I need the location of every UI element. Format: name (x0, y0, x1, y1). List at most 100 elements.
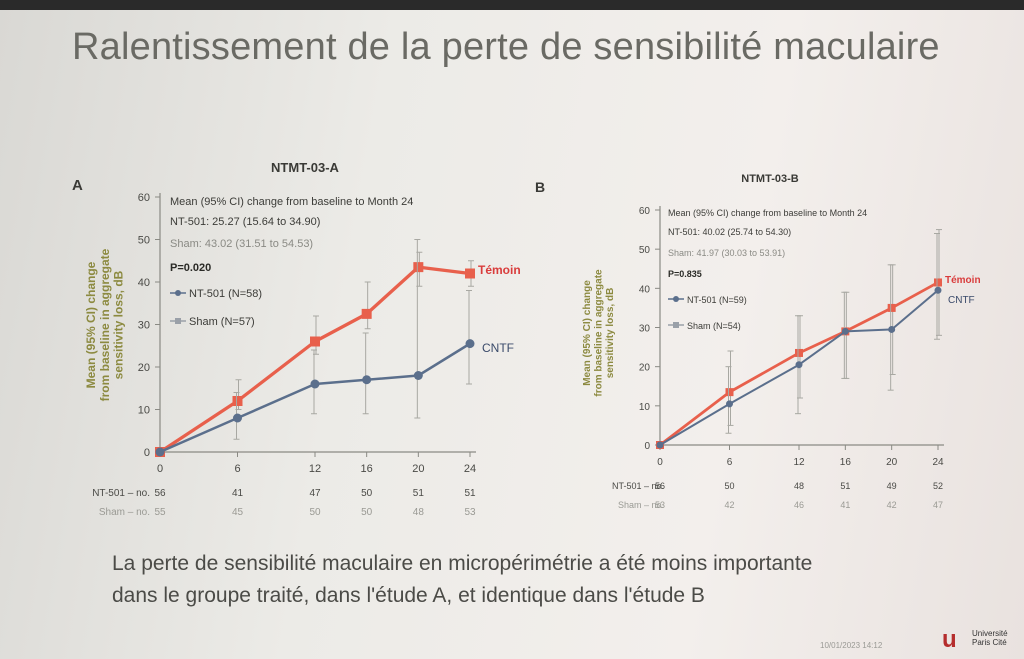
legend-label-nt501: NT-501 (N=58) (189, 288, 262, 300)
risk-table-cell-nt501: 48 (794, 481, 804, 491)
data-point-sham (887, 303, 896, 312)
y-tick-label: 50 (639, 245, 651, 256)
risk-table-cell-nt501: 41 (232, 488, 244, 499)
y-axis-label-line: from baseline in aggregate (594, 269, 605, 397)
chart-title: NTMT-03-B (741, 173, 799, 185)
x-tick-label: 24 (464, 463, 476, 475)
x-tick-label: 20 (412, 463, 424, 475)
annotation-header: Mean (95% CI) change from baseline to Mo… (170, 196, 413, 208)
y-axis-label-line: from baseline in aggregate (98, 248, 112, 401)
y-tick-label: 30 (639, 324, 651, 335)
annotation-header: Mean (95% CI) change from baseline to Mo… (668, 208, 867, 218)
y-tick-label: 10 (639, 402, 651, 413)
series-line-nt501 (159, 342, 471, 454)
risk-table-label-nt501: NT-501 – no. (612, 481, 664, 491)
data-point-sham (934, 278, 942, 287)
legend-label-sham: Sham (N=57) (189, 316, 255, 328)
risk-table-cell-sham: 50 (309, 507, 321, 518)
risk-table-cell-nt501: 56 (655, 481, 665, 491)
x-tick-label: 16 (361, 463, 373, 475)
series-line-sham (659, 281, 939, 447)
series-line-sham (159, 265, 471, 454)
charts-area: NTMT-03-A A Mean (95% CI) changefrom basel… (72, 160, 981, 518)
risk-table-cell-sham: 45 (232, 507, 244, 518)
risk-table-cell-sham: 50 (361, 507, 373, 518)
caption-line-2: dans le groupe traité, dans l'étude A, e… (112, 584, 705, 607)
y-tick-label: 60 (639, 206, 651, 217)
risk-table-cell-nt501: 56 (154, 488, 166, 499)
slide-title: Ralentissement de la perte de sensibilit… (72, 26, 940, 68)
risk-table-cell-sham: 41 (840, 500, 850, 510)
panel-letter: B (535, 179, 545, 195)
y-tick-label: 20 (138, 362, 150, 374)
y-tick-label: 60 (138, 192, 150, 204)
data-point-nt501 (233, 413, 242, 423)
footer-date: 10/01/2023 14:12 (820, 641, 883, 650)
annotation-nt501: NT-501: 25.27 (15.64 to 34.90) (170, 216, 320, 228)
chart-panel-b: NTMT-03-B B Mean (95% CI) changefrom basel… (535, 173, 981, 510)
data-point-nt501 (795, 361, 803, 369)
data-point-sham (361, 308, 372, 319)
y-tick-label: 40 (138, 277, 150, 289)
x-tick-label: 12 (793, 457, 805, 468)
cntf-label: CNTF (482, 341, 514, 355)
data-point-nt501 (888, 325, 896, 333)
risk-table-cell-sham: 48 (413, 507, 425, 518)
legend-label-nt501: NT-501 (N=59) (687, 295, 747, 305)
y-tick-label: 30 (138, 320, 150, 332)
risk-table-label-sham: Sham – no. (99, 507, 150, 518)
slide-caption: La perte de sensibilité maculaire en mic… (112, 548, 932, 612)
data-point-sham (232, 396, 243, 406)
risk-table-cell-sham: 42 (887, 500, 897, 510)
risk-table-cell-sham: 47 (933, 500, 943, 510)
x-tick-label: 0 (157, 463, 163, 475)
logo-name: Université Paris Cité (972, 629, 1008, 647)
screen-top-edge (0, 0, 1024, 10)
risk-table-cell-sham: 46 (794, 500, 804, 510)
annotation-sham: Sham: 43.02 (31.51 to 54.53) (170, 238, 313, 250)
annotation-sham: Sham: 41.97 (30.03 to 53.91) (668, 248, 785, 258)
data-point-sham (725, 388, 734, 397)
y-tick-label: 0 (644, 441, 650, 452)
risk-table-cell-nt501: 52 (933, 481, 943, 491)
data-point-nt501 (656, 441, 664, 449)
risk-table-cell-nt501: 50 (724, 481, 734, 491)
logo-mark-icon: u (942, 626, 957, 653)
data-point-nt501 (934, 286, 942, 294)
risk-table-cell-nt501: 51 (413, 488, 425, 499)
y-tick-label: 10 (138, 405, 150, 417)
x-tick-label: 16 (840, 457, 852, 468)
y-axis-label: Mean (95% CI) changefrom baseline in agg… (84, 248, 126, 401)
y-tick-label: 20 (639, 363, 651, 374)
legend-marker-nt501 (175, 290, 181, 296)
y-axis-label-line: sensitivity loss, dB (112, 270, 126, 379)
panel-letter: A (72, 177, 83, 194)
risk-table-cell-sham: 53 (464, 507, 476, 518)
x-tick-label: 20 (886, 457, 898, 468)
y-tick-label: 0 (144, 447, 150, 459)
risk-table-cell-sham: 42 (724, 500, 734, 510)
risk-table-cell-sham: 53 (655, 500, 665, 510)
chart-title: NTMT-03-A (271, 160, 340, 175)
risk-table-cell-nt501: 51 (840, 481, 850, 491)
data-point-nt501 (155, 447, 165, 457)
legend-marker-nt501 (673, 296, 679, 302)
data-point-nt501 (726, 400, 733, 408)
x-tick-label: 6 (234, 463, 240, 475)
data-point-nt501 (310, 379, 320, 389)
temoin-label: Témoin (945, 275, 981, 286)
data-point-sham (310, 336, 320, 347)
data-point-nt501 (465, 339, 475, 349)
risk-table-cell-nt501: 47 (309, 488, 321, 499)
x-tick-label: 24 (932, 457, 944, 468)
y-axis-label: Mean (95% CI) changefrom baseline in agg… (582, 269, 616, 397)
temoin-label: Témoin (478, 263, 521, 277)
data-point-nt501 (413, 371, 423, 380)
annotation-nt501: NT-501: 40.02 (25.74 to 54.30) (668, 227, 791, 237)
x-tick-label: 12 (309, 463, 321, 475)
y-axis-label-line: sensitivity loss, dB (605, 288, 616, 379)
y-tick-label: 40 (639, 284, 651, 295)
data-point-sham (413, 262, 424, 273)
university-logo: u Université Paris Cité (942, 626, 1012, 656)
